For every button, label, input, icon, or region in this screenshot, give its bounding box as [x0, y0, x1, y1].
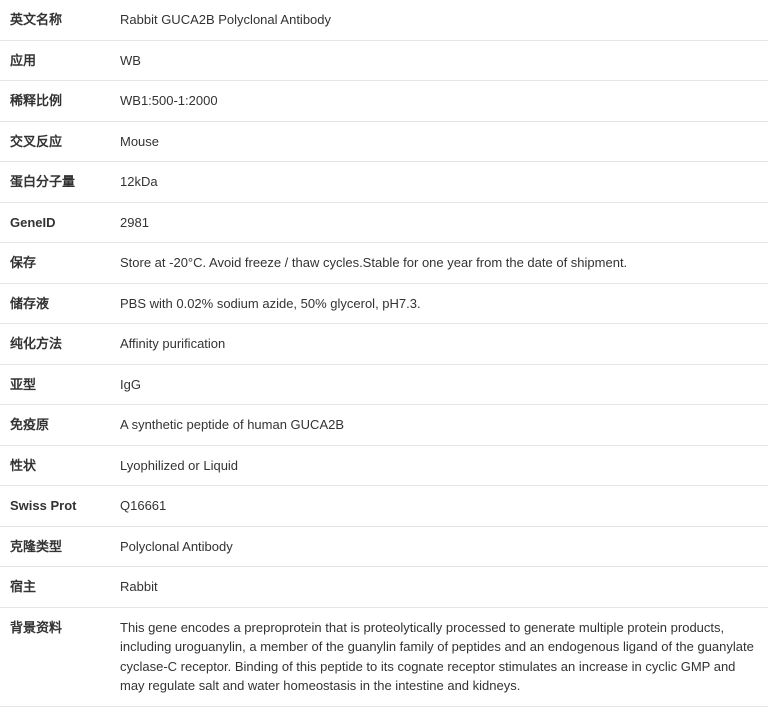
spec-row: 纯化方法Affinity purification: [0, 324, 768, 365]
spec-label: 稀释比例: [0, 81, 110, 122]
spec-value: Polyclonal Antibody: [110, 526, 768, 567]
spec-label: 应用: [0, 40, 110, 81]
spec-row: Swiss ProtQ16661: [0, 486, 768, 527]
spec-label: 性状: [0, 445, 110, 486]
spec-row: 性状Lyophilized or Liquid: [0, 445, 768, 486]
spec-label: 克隆类型: [0, 526, 110, 567]
spec-value: 12kDa: [110, 162, 768, 203]
spec-value: PBS with 0.02% sodium azide, 50% glycero…: [110, 283, 768, 324]
spec-label: 保存: [0, 243, 110, 284]
spec-value: Q16661: [110, 486, 768, 527]
spec-row: 英文名称Rabbit GUCA2B Polyclonal Antibody: [0, 0, 768, 40]
spec-label: GeneID: [0, 202, 110, 243]
spec-row: 稀释比例WB1:500-1:2000: [0, 81, 768, 122]
spec-row: 亚型IgG: [0, 364, 768, 405]
spec-row: 交叉反应Mouse: [0, 121, 768, 162]
spec-value: Affinity purification: [110, 324, 768, 365]
spec-value: Rabbit GUCA2B Polyclonal Antibody: [110, 0, 768, 40]
spec-label: 交叉反应: [0, 121, 110, 162]
spec-row: 应用WB: [0, 40, 768, 81]
spec-label: 宿主: [0, 567, 110, 608]
spec-value: Lyophilized or Liquid: [110, 445, 768, 486]
spec-row: 宿主Rabbit: [0, 567, 768, 608]
spec-label: 蛋白分子量: [0, 162, 110, 203]
spec-row: 储存液PBS with 0.02% sodium azide, 50% glyc…: [0, 283, 768, 324]
spec-row: 保存Store at -20°C. Avoid freeze / thaw cy…: [0, 243, 768, 284]
spec-row: 蛋白分子量12kDa: [0, 162, 768, 203]
spec-label: 英文名称: [0, 0, 110, 40]
spec-value: WB: [110, 40, 768, 81]
spec-value: WB1:500-1:2000: [110, 81, 768, 122]
spec-row: 克隆类型Polyclonal Antibody: [0, 526, 768, 567]
spec-label: 纯化方法: [0, 324, 110, 365]
spec-value: Store at -20°C. Avoid freeze / thaw cycl…: [110, 243, 768, 284]
spec-row: 免疫原A synthetic peptide of human GUCA2B: [0, 405, 768, 446]
spec-value: This gene encodes a preproprotein that i…: [110, 607, 768, 706]
spec-label: 免疫原: [0, 405, 110, 446]
spec-table-body: 英文名称Rabbit GUCA2B Polyclonal Antibody应用W…: [0, 0, 768, 706]
spec-value: Rabbit: [110, 567, 768, 608]
spec-label: 亚型: [0, 364, 110, 405]
spec-value: 2981: [110, 202, 768, 243]
spec-table: 英文名称Rabbit GUCA2B Polyclonal Antibody应用W…: [0, 0, 768, 707]
spec-value: Mouse: [110, 121, 768, 162]
spec-value: A synthetic peptide of human GUCA2B: [110, 405, 768, 446]
spec-row: GeneID2981: [0, 202, 768, 243]
spec-label: 储存液: [0, 283, 110, 324]
spec-label: 背景资料: [0, 607, 110, 706]
spec-row: 背景资料This gene encodes a preproprotein th…: [0, 607, 768, 706]
spec-value: IgG: [110, 364, 768, 405]
spec-label: Swiss Prot: [0, 486, 110, 527]
